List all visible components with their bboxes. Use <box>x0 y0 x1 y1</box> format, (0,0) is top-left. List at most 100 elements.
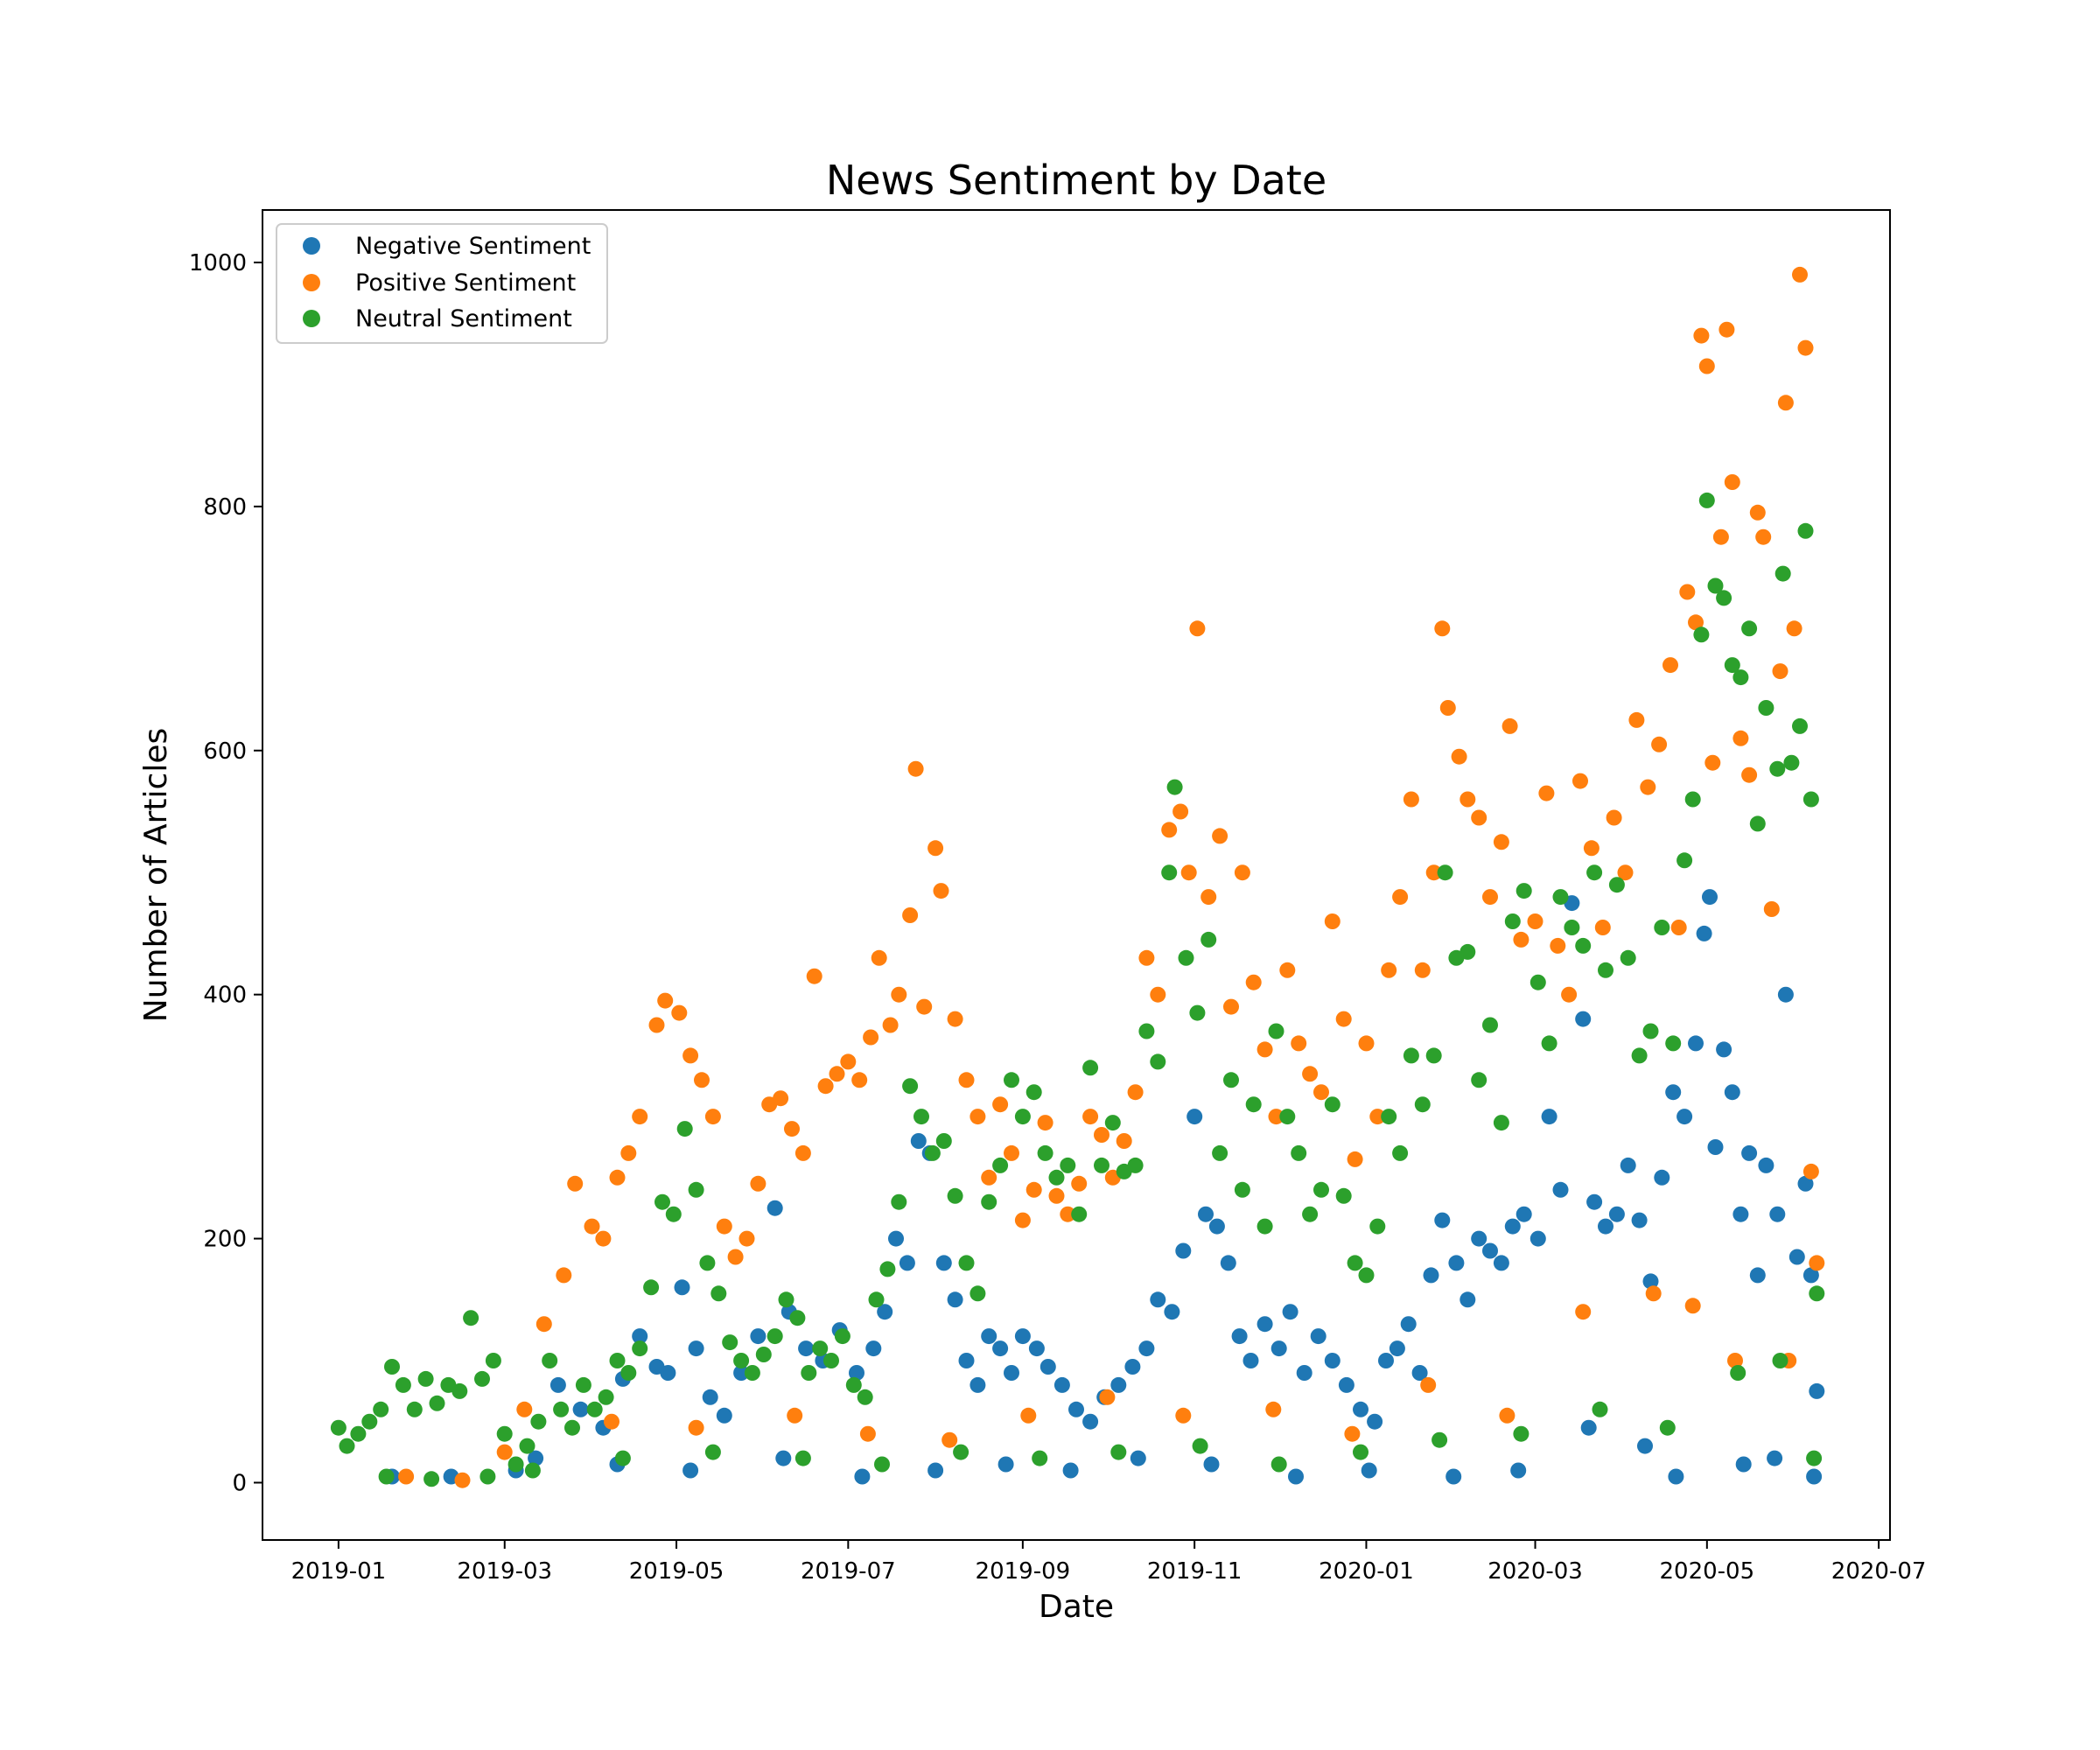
data-point-neutral <box>1592 1401 1608 1418</box>
data-point-positive <box>604 1413 620 1430</box>
data-point-positive <box>1439 700 1456 716</box>
data-point-positive <box>1150 986 1166 1003</box>
data-point-negative <box>682 1462 699 1479</box>
data-point-negative <box>1378 1353 1394 1368</box>
y-tick-label: 400 <box>203 983 247 1009</box>
data-point-negative <box>1270 1340 1287 1357</box>
data-point-negative <box>1620 1157 1636 1173</box>
data-point-negative <box>688 1340 704 1357</box>
data-point-neutral <box>1541 1035 1558 1052</box>
data-point-positive <box>671 1004 688 1021</box>
data-point-neutral <box>1256 1218 1273 1235</box>
data-point-positive <box>1291 1035 1307 1052</box>
data-point-positive <box>1698 358 1715 374</box>
data-point-positive <box>1414 962 1431 978</box>
data-point-neutral <box>1048 1169 1065 1186</box>
data-point-positive <box>902 907 919 923</box>
data-point-positive <box>1538 785 1555 802</box>
data-point-neutral <box>1104 1115 1121 1131</box>
data-point-neutral <box>1094 1157 1110 1173</box>
data-point-negative <box>970 1376 986 1393</box>
data-point-neutral <box>1575 937 1592 954</box>
data-point-positive <box>1662 657 1678 674</box>
data-point-positive <box>694 1072 710 1088</box>
data-point-neutral <box>801 1365 817 1381</box>
data-point-positive <box>1082 1109 1099 1125</box>
data-point-neutral <box>598 1389 614 1405</box>
data-point-negative <box>1164 1304 1180 1320</box>
data-point-negative <box>716 1407 732 1424</box>
data-point-negative <box>1631 1212 1648 1228</box>
data-point-neutral <box>879 1261 896 1278</box>
data-point-neutral <box>1223 1072 1239 1088</box>
data-point-positive <box>1313 1084 1329 1101</box>
data-point-positive <box>1718 321 1735 338</box>
data-point-neutral <box>902 1078 919 1095</box>
data-point-neutral <box>834 1328 850 1345</box>
data-point-neutral <box>1797 522 1814 539</box>
data-point-neutral <box>1110 1444 1127 1460</box>
data-point-positive <box>1014 1212 1031 1228</box>
data-point-neutral <box>632 1340 648 1357</box>
legend-marker-positive <box>303 274 320 291</box>
data-point-neutral <box>1071 1206 1088 1222</box>
y-tick-label: 800 <box>203 494 247 521</box>
data-point-neutral <box>1403 1047 1419 1064</box>
data-point-neutral <box>665 1206 682 1222</box>
data-point-neutral <box>1654 920 1670 935</box>
legend-label-negative: Negative Sentiment <box>355 233 591 260</box>
data-point-positive <box>773 1090 789 1107</box>
data-point-positive <box>1256 1041 1273 1058</box>
data-point-negative <box>1707 1139 1724 1155</box>
data-point-positive <box>1502 718 1518 734</box>
data-point-positive <box>859 1425 876 1442</box>
data-point-neutral <box>1432 1432 1448 1448</box>
data-point-positive <box>947 1011 963 1027</box>
points-layer <box>330 266 1825 1488</box>
data-point-positive <box>398 1468 415 1485</box>
data-point-neutral <box>1758 700 1774 716</box>
data-point-positive <box>1651 736 1668 752</box>
data-point-neutral <box>1783 754 1800 771</box>
data-point-positive <box>907 760 924 777</box>
data-point-neutral <box>1724 657 1740 674</box>
data-point-neutral <box>914 1109 929 1125</box>
data-point-neutral <box>1037 1144 1054 1161</box>
x-tick-label: 2019-07 <box>801 1558 896 1585</box>
data-point-positive <box>1302 1066 1319 1082</box>
data-point-positive <box>1679 584 1696 600</box>
data-point-positive <box>750 1175 766 1192</box>
data-point-negative <box>1696 925 1712 942</box>
data-point-neutral <box>429 1395 445 1411</box>
x-tick-label: 2020-03 <box>1488 1558 1583 1585</box>
data-point-negative <box>1471 1230 1488 1247</box>
data-point-negative <box>1642 1273 1659 1290</box>
data-point-neutral <box>339 1438 355 1454</box>
data-point-negative <box>1806 1468 1823 1485</box>
data-point-positive <box>1575 1304 1592 1320</box>
data-point-negative <box>702 1389 718 1405</box>
data-point-neutral <box>1392 1144 1409 1161</box>
data-point-neutral <box>1749 816 1766 832</box>
data-point-negative <box>1434 1212 1451 1228</box>
data-point-neutral <box>575 1376 592 1393</box>
data-point-negative <box>1150 1292 1166 1308</box>
data-point-neutral <box>1665 1035 1682 1052</box>
data-point-positive <box>1127 1084 1144 1101</box>
data-point-negative <box>1586 1194 1603 1210</box>
data-point-negative <box>1665 1084 1682 1101</box>
data-point-neutral <box>1200 931 1217 948</box>
data-point-negative <box>632 1328 648 1345</box>
data-point-neutral <box>530 1413 547 1430</box>
data-point-neutral <box>857 1389 873 1405</box>
data-point-positive <box>1425 864 1442 881</box>
data-point-positive <box>454 1472 471 1488</box>
data-point-neutral <box>378 1468 395 1485</box>
data-point-neutral <box>744 1365 760 1381</box>
data-point-positive <box>806 968 822 984</box>
data-point-positive <box>1347 1151 1363 1167</box>
data-point-neutral <box>1513 1425 1530 1442</box>
x-tick-label: 2020-01 <box>1319 1558 1414 1585</box>
chart-title: News Sentiment by Date <box>826 157 1326 204</box>
data-point-negative <box>550 1376 566 1393</box>
